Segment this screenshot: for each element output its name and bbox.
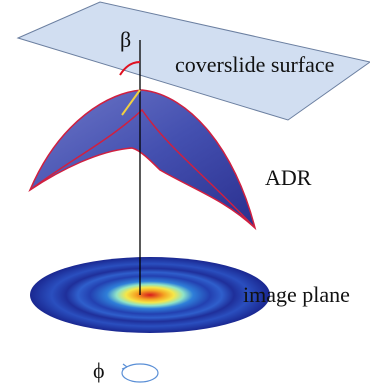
beta-label: β xyxy=(120,27,131,52)
image-plane xyxy=(30,257,270,333)
page: β coverslide surface ADR image plane ϕ (… xyxy=(0,0,370,392)
rotation-arrow xyxy=(122,364,158,382)
phi-label: ϕ xyxy=(93,358,105,383)
diagram: β coverslide surface ADR image plane ϕ xyxy=(0,0,370,392)
coverslide-label: coverslide surface xyxy=(175,52,334,77)
adr-label: ADR xyxy=(265,165,312,190)
image-plane-label: image plane xyxy=(243,282,350,307)
arrow-head xyxy=(122,364,127,369)
